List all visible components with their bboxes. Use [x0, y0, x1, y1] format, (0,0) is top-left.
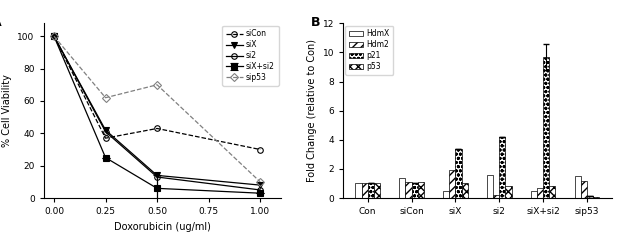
Bar [368, 184, 374, 198]
Bar [505, 186, 512, 198]
Bar [361, 184, 368, 198]
Bar [412, 184, 417, 198]
Bar [493, 195, 499, 198]
Bar [417, 182, 424, 198]
Bar [374, 184, 380, 198]
Bar [531, 192, 537, 198]
Bar [499, 137, 505, 198]
Text: B: B [311, 16, 321, 29]
Bar [593, 197, 599, 198]
Bar [587, 196, 593, 198]
Bar [581, 181, 587, 198]
Bar [406, 182, 412, 198]
Bar [537, 188, 543, 198]
Text: A: A [0, 16, 1, 29]
Y-axis label: % Cell Viability: % Cell Viability [2, 74, 12, 147]
Bar [443, 192, 449, 198]
Bar [399, 178, 406, 198]
Legend: HdmX, Hdm2, p21, p53: HdmX, Hdm2, p21, p53 [346, 26, 393, 75]
Bar [487, 175, 493, 198]
Bar [456, 149, 462, 198]
Bar [549, 186, 555, 198]
Bar [543, 57, 549, 198]
X-axis label: Doxorubicin (ug/ml): Doxorubicin (ug/ml) [114, 222, 211, 232]
Bar [356, 184, 361, 198]
Bar [449, 170, 456, 198]
Y-axis label: Fold Change (relative to Con): Fold Change (relative to Con) [307, 39, 317, 182]
Legend: siCon, siX, si2, siX+si2, sip53: siCon, siX, si2, siX+si2, sip53 [222, 26, 278, 86]
Bar [575, 176, 581, 198]
Bar [462, 184, 468, 198]
